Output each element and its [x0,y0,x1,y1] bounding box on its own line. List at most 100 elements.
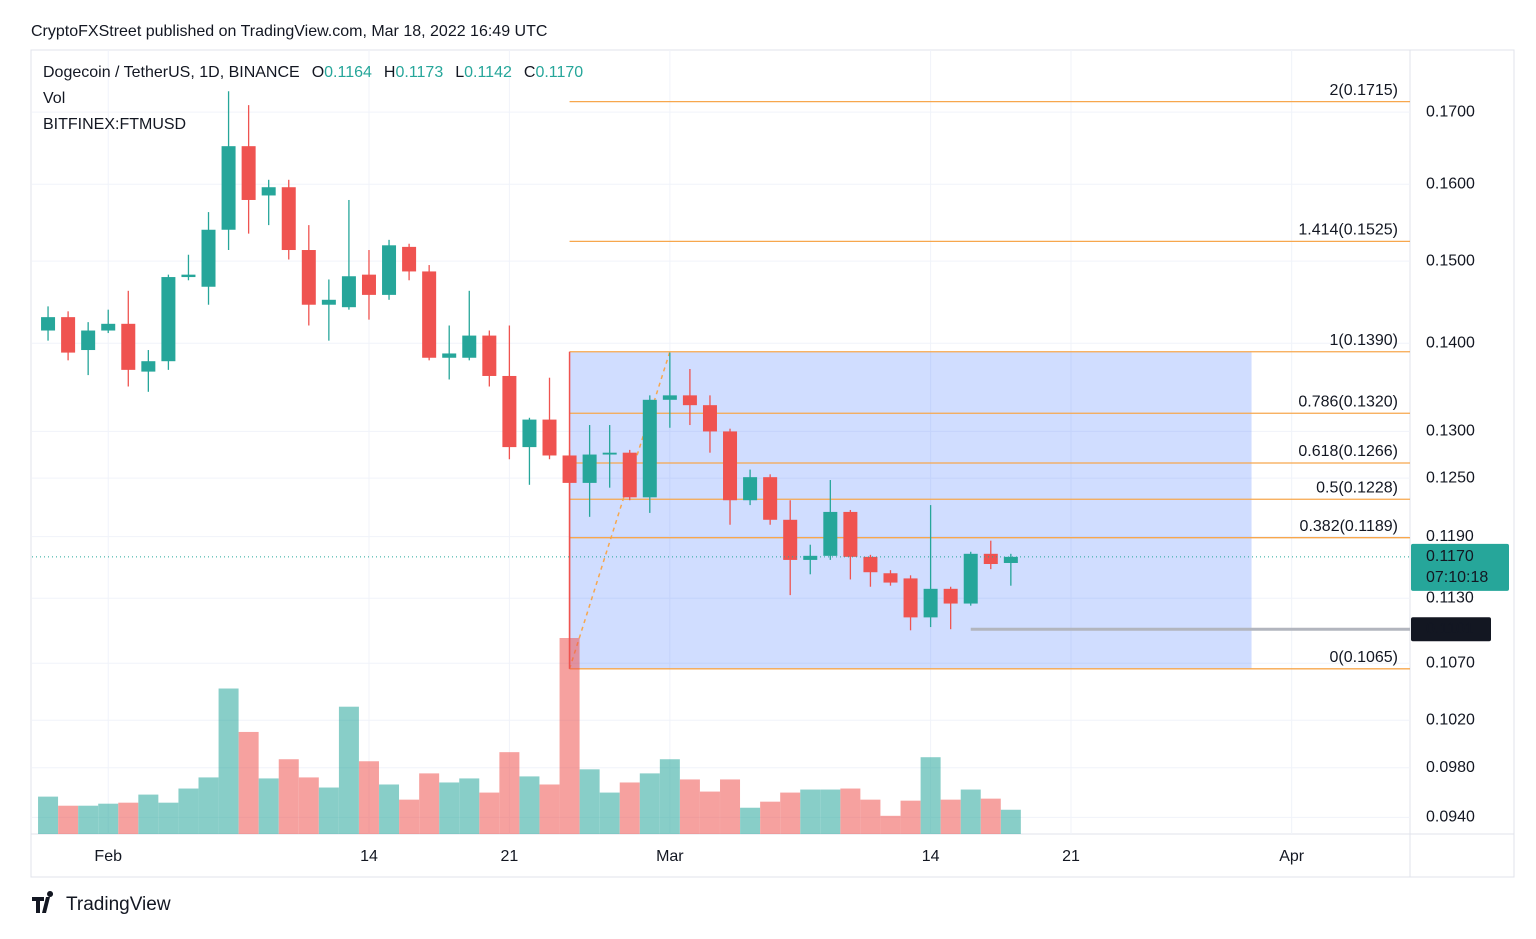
indicator-label: Vol [43,90,65,107]
candle-body [983,553,998,565]
y-tick-label: 0.1020 [1426,711,1475,728]
fib-label: 1(0.1390) [1330,332,1399,349]
candle-body [502,375,517,448]
volume-bar [38,796,59,834]
candle-body [101,323,116,331]
footer: TradingView [66,894,171,915]
volume-bar [639,773,660,834]
candle-body [61,317,76,353]
candle-body [281,187,296,251]
legend-symbol: Dogecoin / TetherUS, 1D, BINANCE O0.1164 H… [43,64,583,81]
volume-bar [619,782,640,834]
candle-body [201,229,216,287]
candle-body [221,146,236,230]
volume-bar [278,759,299,834]
volume-bar [399,799,420,834]
legend-value: 0.1170 [535,64,583,81]
countdown-label: 07:10:18 [1426,569,1488,586]
x-tick-label: Apr [1279,848,1305,865]
volume-bar [118,802,139,834]
candle-body [241,146,256,200]
fib-label: 0.5(0.1228) [1316,479,1398,496]
volume-bar [940,799,961,834]
volume-bar [539,784,560,834]
indicator-label: BITFINEX:FTMUSD [43,116,186,133]
legend-key: C [524,64,536,81]
candle-body [763,477,778,520]
low-label: 0.1101 [1426,620,1474,637]
candle-body [622,452,637,498]
legend-key: H [384,64,396,81]
candle-body [81,330,96,351]
candle-body [422,271,437,358]
y-tick-label: 0.1130 [1426,589,1474,606]
volume-bar [419,773,440,834]
legend-value: 0.1142 [464,64,512,81]
x-tick-label: 14 [922,848,940,865]
last-price-badge [1411,543,1509,591]
volume-bar [980,798,1001,834]
x-tick-label: Mar [656,848,684,865]
y-tick-label: 0.1600 [1426,175,1475,192]
low-badge [1411,617,1491,642]
candle-body [41,317,56,331]
volume-bar [579,769,600,834]
volume-bar [58,805,79,834]
candle-body [883,573,898,583]
candle-body [582,454,597,483]
volume-bar [740,807,761,834]
candle-body [682,395,697,406]
candle-body [803,555,818,560]
volume-bar [519,776,540,834]
volume-bar [840,788,861,834]
y-tick-label: 0.1400 [1426,334,1475,351]
candle-body [642,399,657,498]
candle-body [923,588,938,618]
volume-bar [1000,809,1021,834]
candle-body [341,276,356,308]
fib-label: 2(0.1715) [1330,82,1399,99]
grid [32,50,1410,834]
candle-body [462,335,477,358]
y-tick-label: 0.1300 [1426,423,1475,440]
candle-body [903,578,918,618]
logo-icon [32,891,54,913]
volume-bar [138,794,159,834]
fib-label: 0.786(0.1320) [1298,393,1398,410]
y-tick-label: 0.0940 [1426,809,1475,826]
candle-body [943,588,958,604]
x-tick-label: Feb [94,848,122,865]
volume-bar [198,777,219,834]
candle-body [963,553,978,604]
candle-body [181,274,196,278]
volume-bar [820,789,841,834]
candle-body [522,419,537,448]
volume-bar [218,688,239,834]
logo: TradingView [32,891,171,915]
legend-value: 0.1173 [395,64,443,81]
header: CryptoFXStreet published on TradingView.… [31,23,547,40]
candle-body [301,250,316,305]
symbol: Dogecoin / TetherUS, 1D, BINANCE [43,64,300,81]
volume-bar [459,778,480,834]
volume-bar [238,731,259,834]
volume-bar [699,791,720,834]
candle-body [863,556,878,573]
volume-bar [559,638,580,834]
volume-bar [379,784,400,834]
candle-body [823,511,838,556]
fib-label: 0.382(0.1189) [1300,518,1398,535]
x-tick-label: 21 [500,848,518,865]
volume-bar [800,789,821,834]
candle-body [141,361,156,372]
candle-body [161,277,176,362]
legend-value: 0.1164 [324,64,372,81]
volume-bar [318,787,339,834]
candle-body [121,323,136,370]
volume-bar [499,752,520,834]
candle-body [542,419,557,456]
volume-bar [760,801,781,834]
candle-body [1003,556,1018,563]
candle-body [442,353,457,358]
